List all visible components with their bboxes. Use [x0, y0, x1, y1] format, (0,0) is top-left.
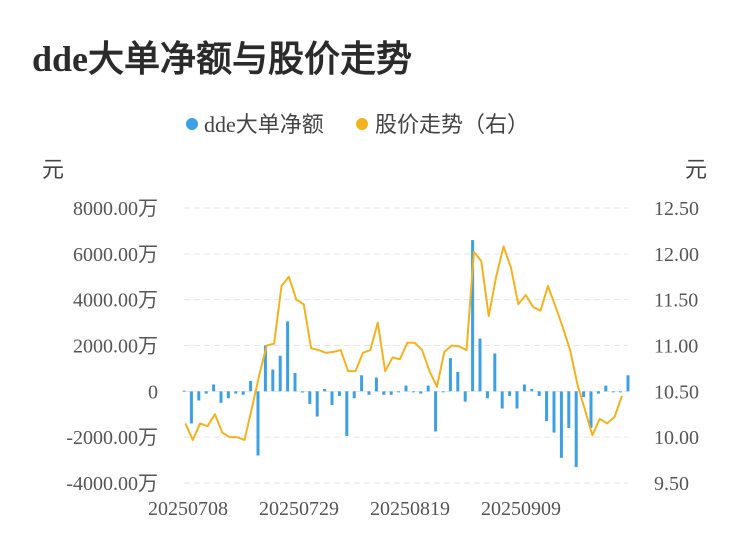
dde-bar — [315, 391, 319, 417]
x-tick-label: 20250819 — [370, 498, 450, 520]
dde-bar — [611, 391, 615, 393]
dde-bar — [619, 391, 623, 393]
dde-bar — [552, 391, 556, 433]
dde-bar — [189, 391, 193, 424]
dde-bar — [300, 391, 304, 393]
right-tick-label: 9.50 — [654, 473, 689, 495]
dde-bar — [463, 391, 467, 402]
dde-bar — [323, 389, 327, 392]
dde-bar — [219, 391, 223, 403]
legend-dot-dde — [186, 118, 198, 130]
x-tick-label: 20250909 — [481, 498, 561, 520]
dde-bar — [559, 391, 563, 458]
left-axis-ticks: 8000.00万 6000.00万 4000.00万 2000.00万 0 -2000.0… — [66, 198, 158, 495]
price-line-series — [184, 245, 623, 441]
x-axis-ticks: 20250708 20250729 20250819 20250909 — [148, 498, 561, 520]
grid-lines — [184, 207, 628, 484]
right-tick-label: 11.00 — [654, 336, 698, 358]
right-tick-label: 12.50 — [654, 198, 699, 220]
left-tick-label: 6000.00万 — [73, 244, 158, 266]
dde-bar — [441, 391, 445, 393]
left-axis-unit: 元 — [42, 157, 64, 182]
legend-label-dde: dde大单净额 — [204, 112, 324, 137]
dde-bar — [589, 391, 593, 428]
left-tick-label: -2000.00万 — [66, 427, 158, 449]
right-tick-label: 11.50 — [654, 290, 698, 312]
dde-bar — [182, 390, 186, 392]
dde-bar — [471, 240, 475, 392]
dde-bar — [271, 369, 275, 392]
left-tick-label: 4000.00万 — [73, 290, 158, 312]
dde-bar — [226, 391, 230, 399]
dde-bar — [537, 391, 541, 396]
dde-bar — [249, 381, 253, 392]
legend-label-price: 股价走势（右） — [375, 112, 529, 137]
dde-bar — [574, 391, 578, 467]
dde-bar — [478, 338, 482, 392]
dde-bar — [567, 391, 571, 428]
right-tick-label: 12.00 — [654, 244, 699, 266]
price-line — [184, 245, 623, 441]
dde-bar — [204, 391, 208, 394]
dde-bar — [434, 391, 438, 432]
dde-bar — [404, 385, 408, 392]
chart-title: dde大单净额与股价走势 — [32, 39, 413, 79]
dde-bar — [448, 358, 452, 392]
dde-bar — [367, 391, 371, 395]
dde-bar — [360, 375, 364, 392]
x-tick-label: 20250708 — [148, 498, 228, 520]
dde-bar-series — [182, 240, 630, 467]
x-tick-label: 20250729 — [259, 498, 339, 520]
dde-bar — [515, 391, 519, 409]
dde-bar — [530, 389, 534, 392]
dde-bar — [389, 391, 393, 395]
legend[interactable]: dde大单净额 股价走势（右） — [186, 112, 529, 137]
left-tick-label: 8000.00万 — [73, 198, 158, 220]
dde-bar — [426, 385, 430, 392]
dde-bar — [508, 391, 512, 396]
dde-bar — [263, 345, 267, 392]
dde-bar — [411, 391, 415, 393]
dde-bar — [456, 371, 460, 392]
dde-bar — [337, 391, 341, 396]
dde-bar — [212, 384, 216, 392]
dde-bar — [256, 391, 260, 456]
dde-bar — [382, 391, 386, 395]
dde-bar — [522, 384, 526, 392]
dde-bar — [500, 391, 504, 409]
right-axis-ticks: 12.50 12.00 11.50 11.00 10.50 10.00 9.50 — [654, 198, 699, 495]
dde-bar — [596, 391, 600, 394]
dde-bar — [352, 391, 356, 399]
dde-bar — [626, 375, 630, 392]
axis-units: 元元 — [42, 157, 707, 182]
dde-bar — [604, 385, 608, 392]
left-tick-label: 0 — [148, 381, 158, 403]
dde-bar — [197, 391, 201, 401]
dde-bar — [545, 391, 549, 422]
right-axis-unit: 元 — [685, 157, 707, 182]
dde-bar — [345, 391, 349, 437]
left-tick-label: 2000.00万 — [73, 336, 158, 358]
dde-bar — [493, 353, 497, 392]
dde-bar — [286, 321, 290, 392]
right-tick-label: 10.50 — [654, 381, 699, 403]
dde-bar — [485, 391, 489, 399]
dde-bar — [308, 391, 312, 404]
dde-bar — [241, 391, 245, 395]
dde-bar — [293, 373, 297, 392]
dde-bar — [234, 391, 238, 394]
dde-bar — [278, 355, 282, 392]
dde-bar — [419, 391, 423, 394]
dde-bar — [330, 391, 334, 406]
dde-bar — [374, 377, 378, 392]
right-tick-label: 10.00 — [654, 427, 699, 449]
dde-bar — [397, 391, 401, 393]
legend-dot-price — [356, 118, 368, 130]
dde-bar — [582, 391, 586, 398]
left-tick-label: -4000.00万 — [66, 473, 158, 495]
